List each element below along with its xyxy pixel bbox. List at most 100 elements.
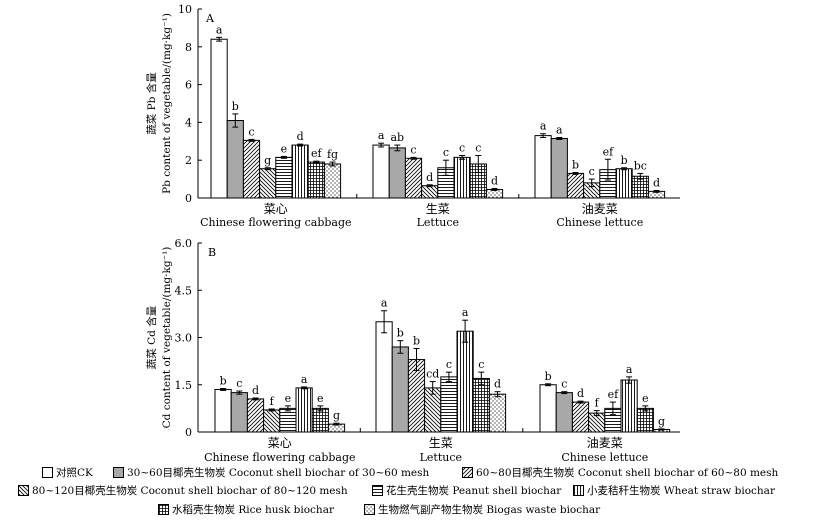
legend-swatch	[18, 485, 29, 496]
significance-letter: d	[491, 175, 498, 188]
bar	[534, 135, 552, 199]
significance-letter: b	[397, 327, 404, 340]
legend-item: 花生壳生物炭 Peanut shell biochar	[372, 483, 561, 498]
category-label-en: Lettuce	[417, 216, 459, 229]
significance-letter: ef	[311, 147, 323, 160]
significance-letter: e	[285, 392, 292, 405]
y-tick-label: 1.5	[175, 379, 193, 392]
significance-letter: c	[236, 377, 242, 390]
bar	[620, 379, 638, 433]
panel-label: A	[205, 12, 215, 25]
significance-letter: b	[545, 370, 552, 383]
significance-letter: a	[301, 373, 308, 386]
significance-letter: ef	[603, 145, 615, 158]
category-label-cn: 油麦菜	[587, 436, 623, 450]
bar	[488, 393, 507, 433]
significance-letter: a	[378, 129, 385, 142]
y-tick-label: 10	[178, 3, 192, 16]
significance-letter: a	[462, 306, 469, 319]
legend-swatch	[158, 504, 169, 515]
y-axis-label-en: Cd content of vegetable/(mg·kg⁻¹)	[161, 247, 173, 429]
legend-label: 80~120目椰壳生物炭 Coconut shell biochar of 80…	[32, 485, 348, 497]
significance-letter: bc	[634, 159, 647, 172]
panel-label: B	[208, 246, 216, 259]
legend-label: 30~60目椰壳生物炭 Coconut shell biochar of 30~…	[127, 467, 430, 479]
significance-letter: b	[572, 158, 579, 171]
y-tick-label: 0	[185, 426, 192, 439]
category-label-en: Lettuce	[420, 451, 462, 464]
bar	[263, 409, 281, 433]
legend-swatch	[113, 467, 124, 478]
legend-item: 60~80目椰壳生物炭 Coconut shell biochar of 60~…	[462, 465, 778, 480]
significance-letter: e	[281, 142, 288, 155]
bar	[372, 144, 390, 199]
bar	[571, 401, 590, 433]
significance-letter: b	[413, 335, 420, 348]
significance-letter: c	[410, 143, 416, 156]
bar	[375, 321, 393, 433]
significance-letter: c	[446, 358, 452, 371]
bar	[275, 156, 293, 199]
y-tick-label: 2	[185, 154, 192, 167]
bar	[291, 144, 309, 199]
bar	[453, 156, 471, 199]
significance-letter: d	[297, 130, 304, 143]
bar	[214, 388, 232, 433]
legend-swatch	[42, 467, 53, 478]
significance-letter: f	[595, 397, 600, 410]
bar	[295, 387, 313, 433]
significance-letter: c	[475, 141, 481, 154]
significance-letter: a	[216, 23, 223, 36]
y-axis-label-cn: 蔬菜 Cd 含量	[145, 305, 158, 369]
significance-letter: e	[317, 392, 324, 405]
bar	[472, 377, 490, 433]
y-tick-label: 6	[185, 79, 192, 92]
significance-letter: c	[478, 358, 484, 371]
chart-panel-B: 0 1.5 3.0 4.5 6.0 B 蔬菜 Cd 含量 Cd content of vege…	[145, 237, 680, 464]
category-label-en: Chinese flowering cabbage	[200, 216, 351, 229]
significance-letter: b	[220, 375, 227, 388]
legend-item: 生物燃气副产物生物炭 Biogas waste biochar	[364, 502, 600, 517]
legend-item: 小麦秸秆生物炭 Wheat straw biochar	[573, 483, 775, 498]
bar	[210, 38, 228, 199]
significance-letter: g	[658, 415, 665, 428]
legend-item: 对照CK	[42, 465, 93, 480]
bar	[555, 392, 573, 433]
significance-letter: d	[653, 176, 660, 189]
category-label-cn: 菜心	[264, 202, 288, 216]
significance-letter: a	[540, 120, 547, 133]
significance-letter: ab	[390, 131, 404, 144]
bar	[566, 172, 585, 199]
bar	[440, 376, 458, 433]
legend-swatch	[372, 485, 383, 496]
significance-letter: b	[232, 100, 239, 113]
bar	[226, 120, 244, 199]
significance-letter: b	[621, 154, 628, 167]
significance-letter: d	[494, 378, 501, 391]
significance-letter: d	[426, 171, 433, 184]
significance-letter: d	[577, 387, 584, 400]
y-tick-label: 3.0	[175, 332, 193, 345]
legend-item: 80~120目椰壳生物炭 Coconut shell biochar of 80…	[18, 483, 348, 498]
significance-letter: e	[642, 392, 649, 405]
significance-letter: f	[270, 395, 275, 408]
y-tick-label: 8	[185, 41, 192, 54]
legend-swatch	[364, 504, 375, 515]
bar	[539, 384, 557, 433]
bar	[391, 346, 409, 433]
chart-panel-A: 0 2 4 6 8 10 A 蔬菜 Pb 含量 Pb content of vegetable/…	[145, 3, 680, 229]
significance-letter: c	[459, 141, 465, 154]
category-label-cn: 油麦菜	[582, 202, 618, 216]
bar	[615, 168, 633, 199]
y-tick-label: 4.5	[175, 284, 193, 297]
significance-letter: a	[381, 297, 388, 310]
category-label-cn: 菜心	[268, 436, 292, 450]
legend-item: 30~60目椰壳生物炭 Coconut shell biochar of 30~…	[113, 465, 429, 480]
y-tick-label: 4	[185, 116, 192, 129]
y-tick-label: 6.0	[175, 237, 193, 250]
significance-letter: c	[561, 378, 567, 391]
bar	[230, 392, 248, 433]
category-label-cn: 生菜	[429, 436, 453, 450]
legend-item: 水稻壳生物炭 Rice husk biochar	[158, 502, 334, 517]
y-tick-label: 0	[185, 192, 192, 205]
